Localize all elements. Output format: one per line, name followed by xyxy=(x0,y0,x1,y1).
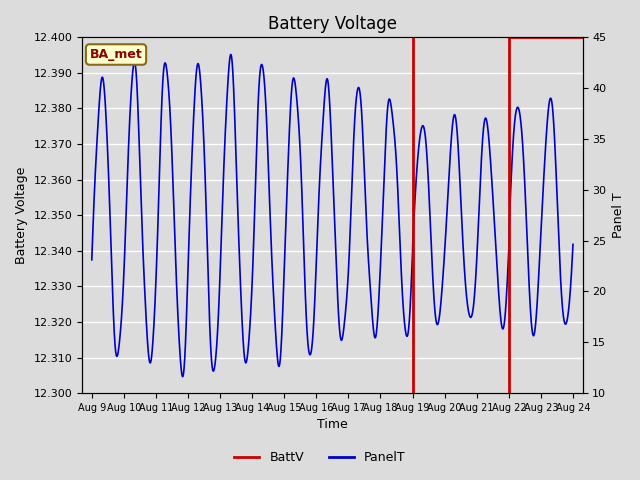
X-axis label: Time: Time xyxy=(317,419,348,432)
Legend: BattV, PanelT: BattV, PanelT xyxy=(229,446,411,469)
Title: Battery Voltage: Battery Voltage xyxy=(268,15,397,33)
Y-axis label: Panel T: Panel T xyxy=(612,192,625,238)
Y-axis label: Battery Voltage: Battery Voltage xyxy=(15,167,28,264)
Text: BA_met: BA_met xyxy=(90,48,143,61)
